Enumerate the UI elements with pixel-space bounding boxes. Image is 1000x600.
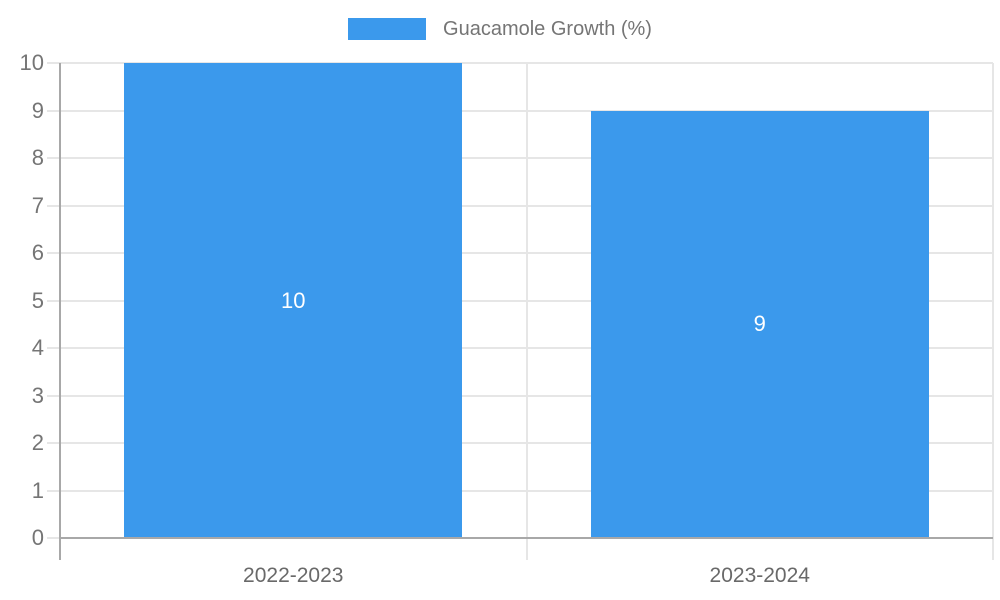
y-axis-tick-label: 9 (31, 97, 44, 123)
x-gridline (992, 63, 994, 560)
y-axis-tick-label: 6 (31, 240, 44, 265)
y-axis-tick (47, 299, 60, 302)
y-axis-tick (47, 394, 60, 397)
legend-swatch (348, 18, 427, 40)
plot-area: 10 9 (60, 62, 994, 560)
y-axis-tick-label: 1 (31, 477, 44, 503)
y-axis-tick (47, 537, 60, 539)
y-axis-tick (47, 489, 60, 492)
x-gridline (525, 63, 528, 560)
legend[interactable]: Guacamole Growth (%) (0, 18, 1000, 40)
y-axis-tick (47, 204, 60, 207)
bar[interactable] (590, 110, 929, 538)
y-axis-tick (47, 157, 60, 159)
y-axis-tick (47, 252, 60, 254)
y-axis-tick-label: 3 (31, 382, 44, 408)
x-axis-tick-label: 2022-2023 (243, 564, 344, 587)
bar[interactable] (124, 63, 463, 538)
y-axis-tick-label: 4 (31, 335, 44, 360)
x-axis-tick-label: 2023-2024 (709, 564, 810, 587)
bar-value-label: 9 (753, 311, 766, 337)
bar-value-label: 10 (281, 287, 306, 313)
legend-label: Guacamole Growth (%) (443, 18, 652, 40)
y-axis-tick-label: 10 (19, 50, 44, 75)
y-axis-tick (47, 442, 60, 444)
y-axis-tick-label: 7 (31, 192, 44, 218)
y-axis-tick-label: 2 (31, 430, 44, 455)
y-axis-tick-label: 0 (31, 525, 44, 550)
y-axis-tick (47, 62, 60, 64)
y-axis-tick (47, 109, 60, 112)
y-axis-tick-label: 8 (31, 145, 44, 170)
y-axis-line (59, 63, 61, 560)
y-axis-tick-label: 5 (31, 287, 44, 313)
x-axis-line (60, 537, 993, 539)
y-axis-tick (47, 347, 60, 349)
